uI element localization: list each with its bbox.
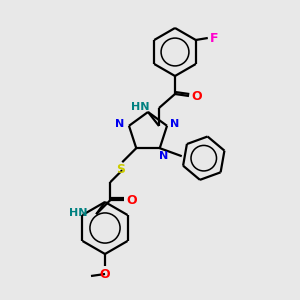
Text: N: N xyxy=(170,119,180,129)
Text: O: O xyxy=(100,268,110,281)
Text: O: O xyxy=(191,89,202,103)
Text: N: N xyxy=(116,119,124,129)
Text: N: N xyxy=(159,151,168,161)
Text: HN: HN xyxy=(69,208,87,218)
Text: O: O xyxy=(126,194,137,207)
Text: S: S xyxy=(116,163,125,176)
Text: F: F xyxy=(210,32,218,44)
Text: HN: HN xyxy=(130,102,149,112)
